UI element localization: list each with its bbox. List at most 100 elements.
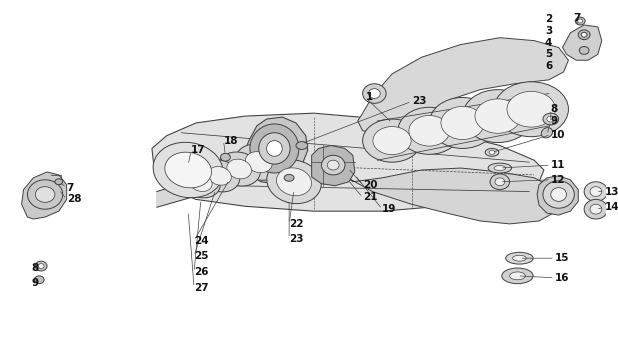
Text: 9: 9 xyxy=(551,116,558,126)
Ellipse shape xyxy=(541,128,552,138)
Text: 2: 2 xyxy=(545,14,552,24)
Text: 11: 11 xyxy=(551,160,565,170)
Polygon shape xyxy=(562,25,602,60)
Text: 13: 13 xyxy=(604,187,618,197)
Text: 8: 8 xyxy=(551,104,558,114)
Ellipse shape xyxy=(489,150,495,154)
Ellipse shape xyxy=(35,261,47,271)
Polygon shape xyxy=(152,113,544,211)
Ellipse shape xyxy=(584,182,607,201)
Ellipse shape xyxy=(38,264,44,269)
Ellipse shape xyxy=(510,272,525,280)
Polygon shape xyxy=(358,38,569,133)
Ellipse shape xyxy=(579,47,589,54)
Ellipse shape xyxy=(218,152,260,186)
Text: 21: 21 xyxy=(363,192,377,202)
Polygon shape xyxy=(22,172,67,219)
Ellipse shape xyxy=(494,166,506,170)
Ellipse shape xyxy=(321,155,345,175)
Polygon shape xyxy=(311,146,355,186)
Ellipse shape xyxy=(27,180,62,209)
Text: 4: 4 xyxy=(545,38,552,48)
Text: 7: 7 xyxy=(67,183,74,193)
Text: 14: 14 xyxy=(604,202,618,212)
Text: 5: 5 xyxy=(545,49,552,60)
Ellipse shape xyxy=(430,98,496,149)
Text: 3: 3 xyxy=(545,26,552,36)
Text: 17: 17 xyxy=(191,146,206,155)
Ellipse shape xyxy=(296,141,308,149)
Ellipse shape xyxy=(578,19,583,23)
Ellipse shape xyxy=(475,99,521,133)
Polygon shape xyxy=(348,168,561,224)
Ellipse shape xyxy=(543,181,574,208)
Text: 27: 27 xyxy=(194,283,209,293)
Ellipse shape xyxy=(235,144,282,180)
Ellipse shape xyxy=(276,168,311,196)
Ellipse shape xyxy=(221,153,231,161)
Ellipse shape xyxy=(153,142,223,198)
Text: 15: 15 xyxy=(555,253,569,263)
Ellipse shape xyxy=(208,167,231,185)
Text: 9: 9 xyxy=(32,278,38,288)
Text: 23: 23 xyxy=(412,97,426,106)
Ellipse shape xyxy=(182,168,220,198)
Text: 24: 24 xyxy=(194,236,209,245)
Ellipse shape xyxy=(495,178,505,186)
Ellipse shape xyxy=(368,89,380,99)
Ellipse shape xyxy=(35,187,55,202)
Ellipse shape xyxy=(584,199,607,219)
Text: 20: 20 xyxy=(363,180,377,190)
Ellipse shape xyxy=(373,126,411,155)
Text: 26: 26 xyxy=(194,267,208,277)
Ellipse shape xyxy=(363,119,421,162)
Ellipse shape xyxy=(245,152,272,173)
Ellipse shape xyxy=(284,174,294,181)
Text: 16: 16 xyxy=(555,273,569,283)
Polygon shape xyxy=(537,176,578,215)
Ellipse shape xyxy=(590,187,602,197)
Ellipse shape xyxy=(485,149,499,156)
Ellipse shape xyxy=(398,107,460,154)
Ellipse shape xyxy=(502,268,533,284)
Ellipse shape xyxy=(512,255,527,261)
Ellipse shape xyxy=(581,32,587,37)
Ellipse shape xyxy=(35,276,44,284)
Polygon shape xyxy=(243,117,308,184)
Text: 23: 23 xyxy=(289,234,303,243)
Ellipse shape xyxy=(227,159,252,179)
Ellipse shape xyxy=(551,188,567,201)
Ellipse shape xyxy=(578,30,590,40)
Ellipse shape xyxy=(250,124,299,173)
Ellipse shape xyxy=(363,84,386,103)
Ellipse shape xyxy=(488,163,512,173)
Ellipse shape xyxy=(547,116,555,122)
Ellipse shape xyxy=(328,160,339,170)
Ellipse shape xyxy=(575,17,585,25)
Text: 22: 22 xyxy=(289,219,303,229)
Ellipse shape xyxy=(463,90,533,142)
Text: 7: 7 xyxy=(574,13,581,23)
Ellipse shape xyxy=(507,91,556,127)
Text: 1: 1 xyxy=(366,92,373,102)
Text: 28: 28 xyxy=(67,194,81,204)
Ellipse shape xyxy=(543,113,559,125)
Text: 25: 25 xyxy=(194,251,208,261)
Text: 10: 10 xyxy=(551,130,565,140)
Ellipse shape xyxy=(259,133,290,164)
Text: 6: 6 xyxy=(545,61,552,71)
Polygon shape xyxy=(157,146,304,207)
Ellipse shape xyxy=(409,116,450,146)
Ellipse shape xyxy=(590,204,602,214)
Ellipse shape xyxy=(494,82,569,137)
Text: 18: 18 xyxy=(224,136,238,146)
Ellipse shape xyxy=(199,160,240,192)
Text: 12: 12 xyxy=(551,175,565,185)
Ellipse shape xyxy=(490,174,510,190)
Ellipse shape xyxy=(441,106,485,139)
Ellipse shape xyxy=(506,252,533,264)
Text: 8: 8 xyxy=(32,263,38,273)
Ellipse shape xyxy=(55,179,62,185)
Ellipse shape xyxy=(267,160,321,204)
Ellipse shape xyxy=(190,174,212,191)
